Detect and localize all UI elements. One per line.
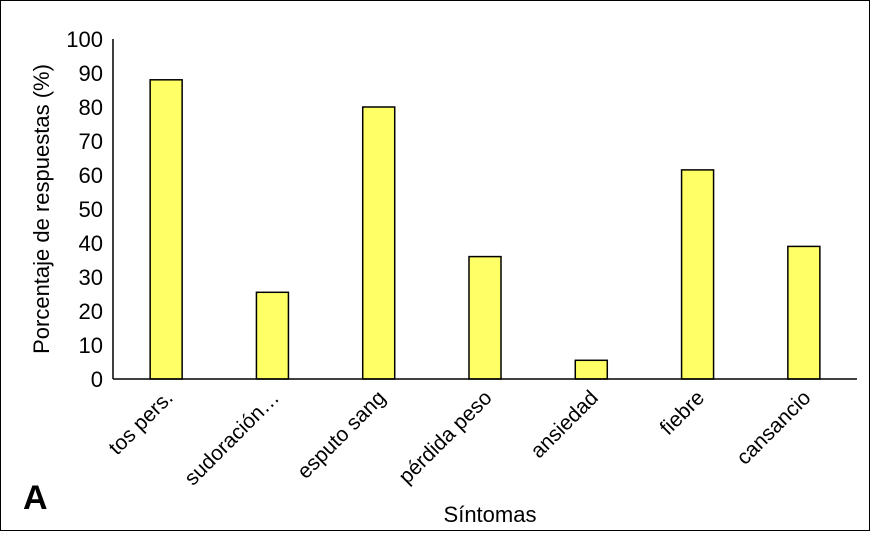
y-tick-labels: 0 10 20 30 40 50 60 70 80 90 100 bbox=[66, 27, 103, 392]
bar-0 bbox=[149, 79, 183, 380]
y-tick-label: 100 bbox=[66, 27, 103, 52]
y-tick-label: 10 bbox=[79, 333, 103, 358]
y-tick-label: 30 bbox=[79, 265, 103, 290]
y-tick-label: 90 bbox=[79, 61, 103, 86]
y-axis-label: Porcentaje de respuestas (%) bbox=[29, 64, 54, 354]
x-tick-label: sudoración… bbox=[180, 386, 284, 490]
y-tick-label: 70 bbox=[79, 129, 103, 154]
panel-letter: A bbox=[23, 479, 48, 517]
x-axis-label: Síntomas bbox=[444, 502, 537, 527]
bar-5 bbox=[680, 169, 715, 380]
bar-3 bbox=[468, 255, 502, 380]
y-tick-label: 50 bbox=[79, 197, 103, 222]
x-tick-label: esputo sang bbox=[293, 386, 390, 483]
x-tick-label: fiebre bbox=[656, 386, 709, 439]
x-tick-label: cansancio bbox=[732, 386, 815, 469]
y-tick-label: 60 bbox=[79, 163, 103, 188]
y-tick-label: 20 bbox=[79, 299, 103, 324]
x-tick-label: ansiedad bbox=[526, 386, 603, 463]
bar-6 bbox=[787, 245, 821, 380]
y-tick-label: 80 bbox=[79, 95, 103, 120]
x-tick-labels: tos pers. sudoración… esputo sang pérdida p… bbox=[104, 386, 815, 490]
bars-group bbox=[149, 79, 821, 380]
y-tick-label: 0 bbox=[91, 367, 103, 392]
bar-2 bbox=[361, 106, 396, 380]
bar-1 bbox=[255, 291, 290, 380]
x-tick-label: tos pers. bbox=[104, 386, 177, 459]
y-tick-label: 40 bbox=[79, 231, 103, 256]
x-tick-label: pérdida peso bbox=[394, 386, 496, 488]
bar-4 bbox=[574, 359, 609, 380]
